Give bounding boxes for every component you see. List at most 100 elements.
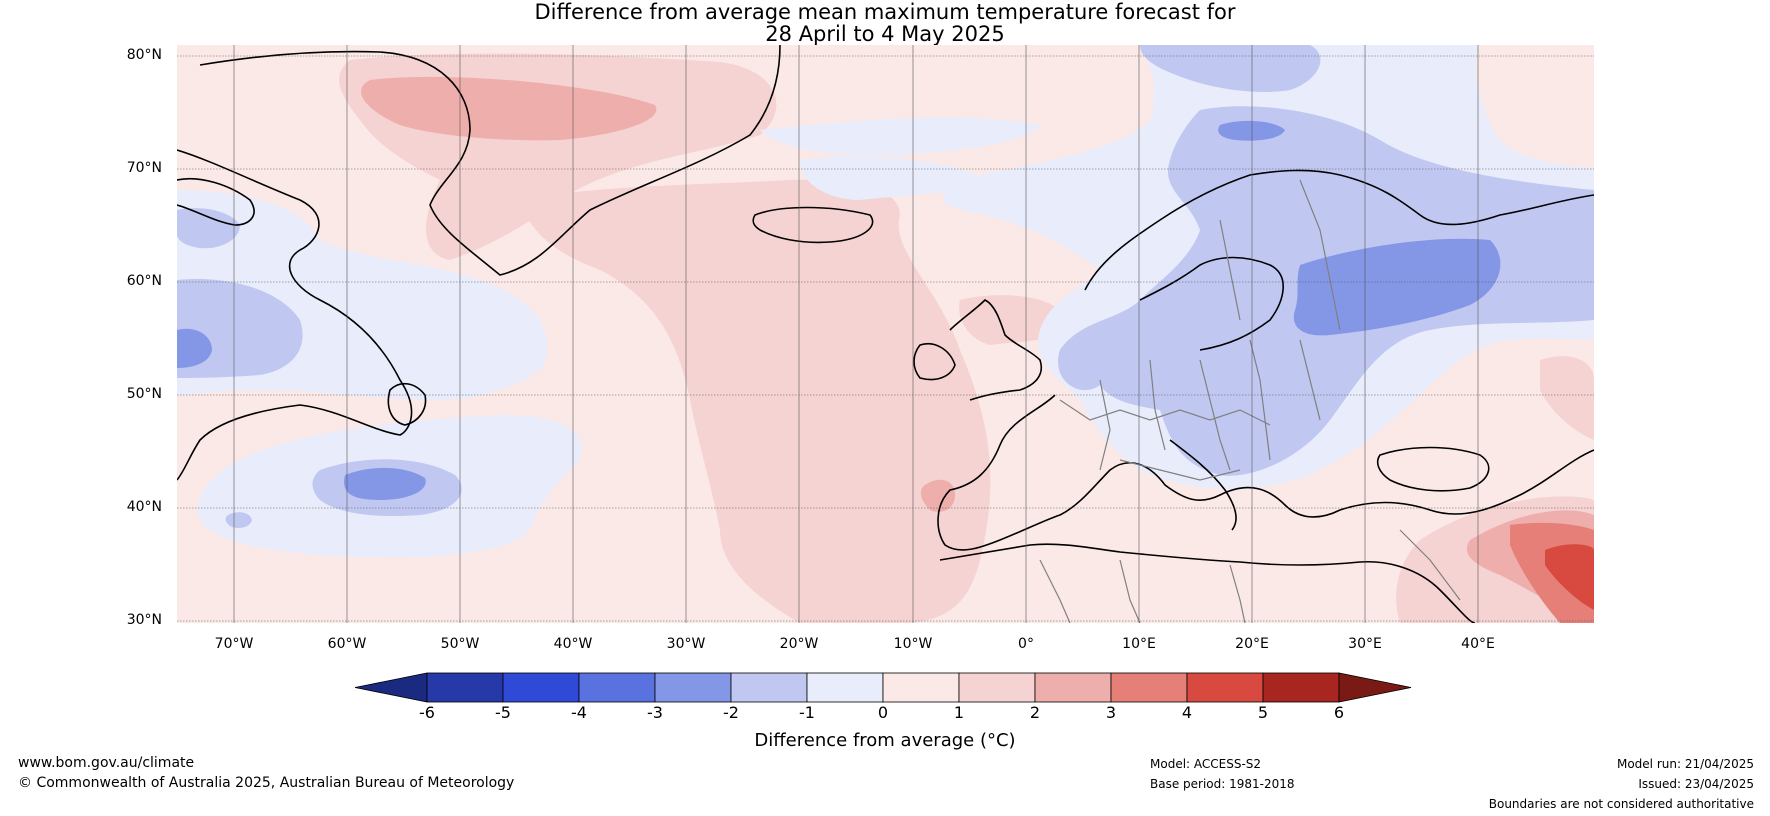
canada-coast [177,149,413,481]
border-7 [1119,459,1241,481]
colorbar-swatch [882,672,960,703]
map-area [177,45,1594,623]
anomaly-region-scandinavia-cold [1140,45,1321,92]
anomaly-region-caspian-warm [1540,356,1594,440]
border-1 [1059,399,1271,426]
colorbar-tick-label: 0 [877,703,889,722]
colorbar-extend-low [354,672,428,703]
anomaly-region-cap-cool [800,156,990,200]
border-2 [1099,379,1111,471]
scandinavia-coast [1084,169,1594,291]
anomaly-region-barents-colder [1218,120,1285,141]
longitude-label: 50°W [440,636,480,652]
border-3 [1149,359,1166,451]
longitude-label: 60°W [327,636,367,652]
issued-text: Issued: 23/04/2025 [1638,777,1754,791]
colorbar [354,672,1412,703]
colorbar-tick-label: 3 [1105,703,1117,722]
base-period-text: Base period: 1981-2018 [1150,777,1295,791]
colorbar-swatch [502,672,580,703]
border-13 [1399,529,1461,601]
colorbar-tick-label: 4 [1181,703,1193,722]
map-title-line-1: Difference from average mean maximum tem… [534,0,1236,24]
longitude-label: 40°W [553,636,593,652]
colorbar-tick-label: -6 [419,703,435,722]
longitude-label: 0° [1018,636,1034,652]
greenland-coast [199,45,781,276]
colorbar-swatch [730,672,808,703]
colorbar-extend-high [1338,672,1412,703]
colorbar-swatch [806,672,884,703]
anomaly-region-iberia-hot [920,479,955,512]
colorbar-swatch [1262,672,1340,703]
border-12 [1229,564,1246,623]
disclaimer-text: Boundaries are not considered authoritat… [1488,797,1754,811]
longitude-label: 20°W [779,636,819,652]
colorbar-tick-label: -5 [495,703,511,722]
anomaly-region-labrador-colder [177,328,212,368]
model-text: Model: ACCESS-S2 [1150,757,1262,771]
longitude-label: 10°E [1122,636,1156,652]
iceland-coast [752,206,874,244]
latitude-label: 40°N [126,499,162,515]
colorbar-swatch [1034,672,1112,703]
latitude-label: 50°N [126,386,162,402]
anomaly-region-russia-colder [1293,238,1501,336]
longitude-label: 70°W [214,636,254,652]
longitude-label: 40°E [1461,636,1495,652]
europe-west-coast [937,394,1594,551]
colorbar-tick-label: 5 [1257,703,1269,722]
border-6 [1299,339,1321,421]
anomaly-region-greenland-hot [361,76,657,141]
border-9 [1299,179,1341,331]
colorbar-tick-label: 2 [1029,703,1041,722]
anomaly-region-baffin-cold [177,208,240,249]
latitude-label: 30°N [126,612,162,628]
italy-coast [1169,439,1237,531]
longitude-label: 20°E [1235,636,1269,652]
colorbar-tick-label: 6 [1333,703,1345,722]
colorbar-swatch [426,672,504,703]
copyright-text: © Commonwealth of Australia 2025, Austra… [18,775,515,791]
colorbar-tick-label: -4 [571,703,587,722]
colorbar-swatch [1186,672,1264,703]
colorbar-tick-label: 1 [953,703,965,722]
anomaly-region-azores-cold [225,512,252,528]
colorbar-tick-label: -3 [647,703,663,722]
colorbar-title: Difference from average (°C) [754,730,1016,751]
anomaly-region-atlantic-warm [520,179,991,623]
border-10 [1039,559,1071,623]
border-11 [1119,559,1141,623]
graticule [177,45,1594,623]
coastlines [177,45,1594,623]
longitude-label: 30°W [666,636,706,652]
border-4 [1199,359,1231,471]
colorbar-swatch [578,672,656,703]
longitude-label: 30°E [1348,636,1382,652]
website-link[interactable]: www.bom.gov.au/climate [18,755,195,771]
latitude-label: 60°N [126,273,162,289]
colorbar-swatch [654,672,732,703]
black-sea-coast [1376,446,1490,492]
map-title-line-2: 28 April to 4 May 2025 [765,22,1005,46]
country-borders [1039,179,1461,623]
latitude-label: 80°N [126,47,162,63]
longitude-label: 10°W [893,636,933,652]
border-5 [1249,339,1271,461]
colorbar-swatch [958,672,1036,703]
baffin-coast [177,177,255,226]
anomaly-region-mideast-extreme [1545,544,1594,610]
model-run-text: Model run: 21/04/2025 [1616,757,1754,771]
anomaly-region-baffin-cool [760,117,1040,156]
anomaly-region-uk-warm [959,295,1065,345]
newfoundland-coast [387,382,427,426]
colorbar-tick-label: -2 [723,703,739,722]
anomaly-region-atlantic-colder [344,467,426,500]
colorbar-swatch [1110,672,1188,703]
africa-north-coast [939,543,1476,623]
latitude-label: 70°N [126,160,162,176]
british-isles-coast [913,299,1042,401]
colorbar-tick-label: -1 [799,703,815,722]
border-8 [1219,219,1241,321]
